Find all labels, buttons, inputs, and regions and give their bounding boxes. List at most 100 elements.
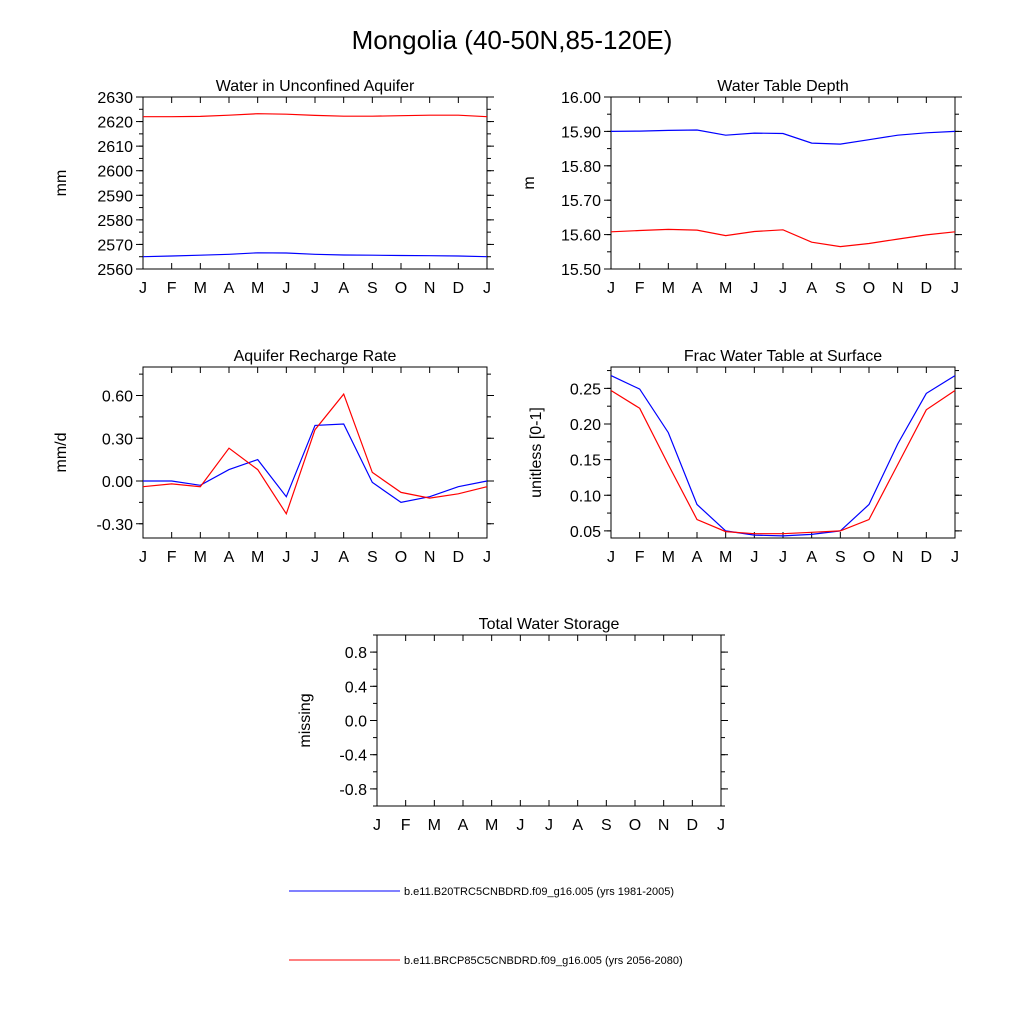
x-tick-label: N (424, 280, 436, 297)
x-tick-label: N (892, 549, 904, 566)
panel-title: Aquifer Recharge Rate (234, 348, 397, 365)
x-tick-label: S (367, 280, 378, 297)
x-tick-label: D (453, 549, 465, 566)
series-line-red (143, 113, 488, 118)
y-tick-label: 0.05 (570, 524, 601, 541)
x-tick-label: F (167, 280, 177, 297)
series-line-red (142, 392, 488, 516)
x-tick-label: D (921, 280, 933, 297)
x-tick-label: N (658, 817, 670, 834)
y-axis-label: m (521, 176, 538, 189)
x-tick-label: J (607, 280, 615, 297)
y-tick-label: 16.00 (561, 90, 601, 107)
x-tick-label: J (311, 549, 319, 566)
y-tick-label: 2580 (97, 213, 133, 230)
panel-title: Water Table Depth (717, 78, 849, 95)
panel-title: Total Water Storage (479, 616, 620, 633)
y-tick-label: 2560 (97, 262, 133, 279)
plot-frame (142, 96, 488, 270)
y-tick-label: 2620 (97, 115, 133, 132)
y-tick-label: 15.90 (561, 124, 601, 141)
x-tick-label: M (719, 549, 732, 566)
x-tick-label: A (224, 280, 235, 297)
y-tick-label: 2600 (97, 164, 133, 181)
x-tick-label: M (719, 280, 732, 297)
x-tick-label: J (282, 549, 290, 566)
x-tick-label: J (717, 817, 725, 834)
x-tick-label: A (458, 817, 469, 834)
x-tick-label: O (863, 280, 875, 297)
x-tick-label: A (806, 549, 817, 566)
x-tick-label: J (139, 549, 147, 566)
x-tick-label: J (282, 280, 290, 297)
x-tick-label: J (750, 549, 758, 566)
x-tick-label: S (601, 817, 612, 834)
y-tick-label: 0.30 (102, 431, 133, 448)
panel-title: Frac Water Table at Surface (684, 348, 882, 365)
x-tick-label: A (338, 549, 349, 566)
plot-frame (142, 366, 488, 539)
y-tick-label: 2590 (97, 188, 133, 205)
y-tick-label: -0.4 (339, 748, 367, 765)
x-tick-label: O (395, 280, 407, 297)
x-tick-label: M (251, 549, 264, 566)
y-tick-label: 2610 (97, 139, 133, 156)
series-line-blue (143, 423, 488, 504)
x-tick-label: S (835, 280, 846, 297)
x-tick-label: O (395, 549, 407, 566)
x-tick-label: S (835, 549, 846, 566)
x-tick-label: A (338, 280, 349, 297)
legend-label-2: b.e11.BRCP85C5CNBDRD.f09_g16.005 (yrs 20… (404, 955, 683, 967)
x-tick-label: M (251, 280, 264, 297)
y-tick-label: 15.50 (561, 262, 601, 279)
x-tick-label: J (373, 817, 381, 834)
panel-title: Water in Unconfined Aquifer (216, 78, 415, 95)
series-line-blue (610, 129, 956, 145)
x-tick-label: D (687, 817, 699, 834)
x-tick-label: F (167, 549, 177, 566)
x-tick-label: J (750, 280, 758, 297)
x-tick-label: A (572, 817, 583, 834)
x-tick-label: J (139, 280, 147, 297)
y-axis-label: unitless [0-1] (528, 407, 545, 498)
x-tick-label: J (607, 549, 615, 566)
y-tick-label: 2570 (97, 237, 133, 254)
x-tick-label: J (516, 817, 524, 834)
x-tick-label: N (424, 549, 436, 566)
series-line-red (610, 389, 956, 535)
legend: b.e11.B20TRC5CNBDRD.f09_g16.005 (yrs 198… (289, 886, 683, 967)
y-tick-label: 2630 (97, 90, 133, 107)
x-tick-label: J (545, 817, 553, 834)
y-tick-label: 0.00 (102, 474, 133, 491)
y-tick-label: 15.60 (561, 228, 601, 245)
x-tick-label: J (779, 280, 787, 297)
y-tick-label: 0.20 (570, 417, 601, 434)
x-tick-label: F (401, 817, 411, 834)
y-tick-label: 0.25 (570, 381, 601, 398)
x-tick-label: D (921, 549, 933, 566)
x-tick-label: N (892, 280, 904, 297)
x-tick-label: F (635, 280, 645, 297)
y-tick-label: 0.4 (345, 679, 367, 696)
x-tick-label: M (662, 280, 675, 297)
y-axis-label: missing (297, 693, 314, 747)
y-axis-label: mm/d (53, 433, 70, 473)
x-tick-label: A (692, 549, 703, 566)
plot-frame (610, 96, 956, 270)
series-line-blue (142, 252, 488, 258)
y-tick-label: 0.15 (570, 453, 601, 470)
x-tick-label: A (692, 280, 703, 297)
x-tick-label: M (662, 549, 675, 566)
x-tick-label: J (951, 280, 959, 297)
series-line-red (610, 228, 956, 248)
y-axis-label: mm (53, 170, 70, 197)
x-tick-label: A (224, 549, 235, 566)
x-tick-label: J (779, 549, 787, 566)
y-tick-label: 0.0 (345, 714, 367, 731)
y-tick-label: 15.70 (561, 193, 601, 210)
